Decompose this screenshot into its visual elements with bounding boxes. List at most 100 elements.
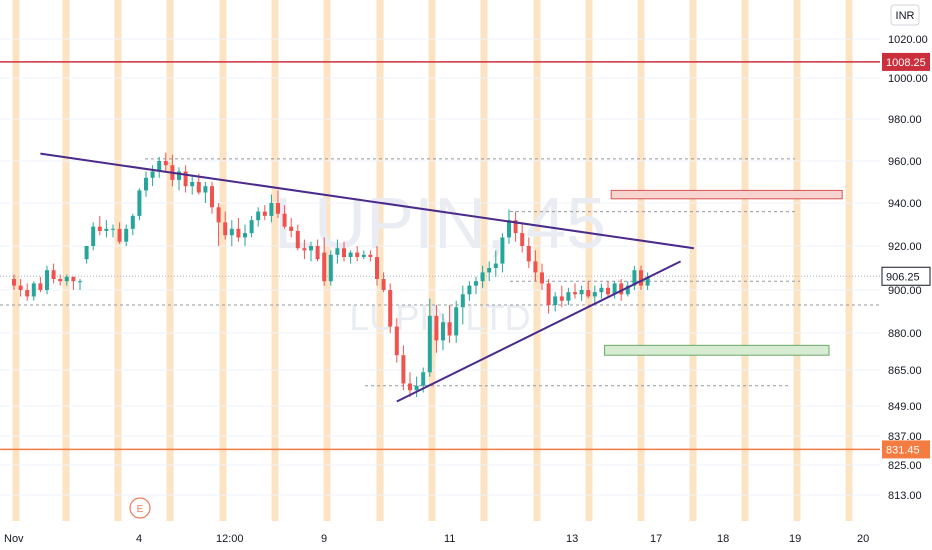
currency-badge[interactable] [890,4,920,26]
horizontal-levels[interactable] [0,61,880,451]
candle[interactable] [526,237,531,268]
candle[interactable] [210,182,214,214]
candle[interactable] [71,276,76,290]
candle[interactable] [91,222,96,251]
candle[interactable] [639,265,643,290]
candle[interactable] [493,250,498,277]
price-zones[interactable] [604,189,843,356]
candle[interactable] [315,239,320,262]
candle[interactable] [553,292,558,312]
candle[interactable] [243,224,247,247]
candle[interactable] [401,345,406,391]
candle[interactable] [289,218,294,238]
candle[interactable] [249,215,254,238]
candle[interactable] [302,239,307,260]
candle[interactable] [262,205,267,221]
candle[interactable] [632,265,637,290]
candle[interactable] [454,300,459,343]
candle[interactable] [520,224,525,253]
resistance-trendline[interactable] [40,152,694,250]
candle[interactable] [460,285,465,325]
candle[interactable] [381,272,386,293]
candle[interactable] [573,283,577,299]
candle[interactable] [97,215,102,236]
candle[interactable] [394,317,399,363]
candle[interactable] [414,376,419,397]
candle[interactable] [236,218,241,242]
candle[interactable] [203,182,208,203]
candle[interactable] [229,220,234,246]
candle[interactable] [434,305,439,353]
candle[interactable] [566,287,571,306]
candle[interactable] [51,263,56,284]
time-axis[interactable]: Nov 4 12:00 9 11 13 17 18 19 20 [0,521,932,550]
candle[interactable] [625,281,630,297]
candle[interactable] [130,213,135,236]
candle[interactable] [361,250,366,260]
candle[interactable] [190,175,195,195]
candle[interactable] [612,281,617,299]
candle[interactable] [441,313,445,351]
supply-zone[interactable] [610,189,843,200]
candle[interactable] [592,285,597,303]
candle[interactable] [144,171,148,197]
candle[interactable] [216,203,221,246]
candle[interactable] [348,250,353,264]
candle[interactable] [375,246,379,286]
candle[interactable] [45,265,49,295]
candle[interactable] [78,279,82,290]
candle[interactable] [467,281,472,301]
candle[interactable] [487,261,492,282]
candle[interactable] [599,283,604,299]
candle[interactable] [335,239,340,264]
candle[interactable] [645,272,650,290]
candle[interactable] [355,246,360,262]
candle[interactable] [38,276,43,293]
support-trendline[interactable] [396,260,682,403]
candle[interactable] [111,224,115,238]
candle[interactable] [388,283,393,333]
candle[interactable] [559,285,564,308]
candle[interactable] [12,274,16,290]
demand-zone[interactable] [604,344,830,356]
candle[interactable] [223,211,228,240]
candle[interactable] [137,188,142,221]
candle[interactable] [328,250,333,286]
candle[interactable] [117,222,122,244]
price-axis[interactable]: INR 1020.00 1000.00 980.00 960.00 940.00 920.… [880,0,932,521]
candle[interactable] [64,274,69,286]
candles[interactable] [12,152,650,397]
dotted-levels[interactable] [0,158,880,387]
candle[interactable] [447,305,452,343]
candle[interactable] [408,372,412,397]
candle[interactable] [513,211,518,242]
candle[interactable] [500,233,505,273]
earnings-icon[interactable] [129,497,151,519]
candle[interactable] [480,265,485,288]
candle[interactable] [342,241,346,262]
candle[interactable] [183,165,188,193]
candle[interactable] [586,281,591,299]
candle[interactable] [368,250,373,262]
candle[interactable] [269,194,274,223]
candle[interactable] [84,246,89,264]
candle[interactable] [256,207,261,227]
candle[interactable] [295,224,300,251]
trendlines[interactable] [40,152,694,403]
candle[interactable] [124,224,129,247]
candle[interactable] [427,298,432,377]
candle[interactable] [282,205,287,229]
candle[interactable] [546,279,551,314]
candle[interactable] [606,281,610,297]
candle[interactable] [150,165,155,187]
candle[interactable] [25,283,30,301]
candle[interactable] [177,167,181,191]
candle[interactable] [163,152,168,172]
candle[interactable] [579,285,584,301]
candle[interactable] [157,156,162,178]
candle[interactable] [474,276,478,295]
candle[interactable] [104,220,109,238]
candle[interactable] [540,263,544,290]
candle[interactable] [31,281,36,301]
